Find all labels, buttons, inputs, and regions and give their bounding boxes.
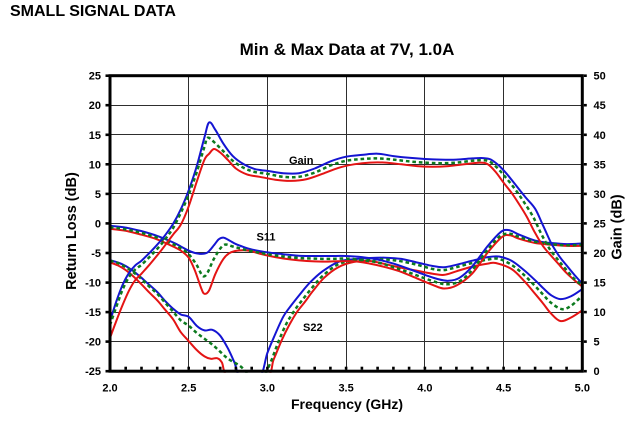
svg-text:45: 45 xyxy=(594,100,606,112)
svg-text:Gain (dB): Gain (dB) xyxy=(610,194,626,259)
svg-text:Gain: Gain xyxy=(289,155,314,167)
svg-text:5: 5 xyxy=(594,337,600,349)
svg-text:0: 0 xyxy=(95,218,101,230)
svg-text:10: 10 xyxy=(89,159,101,171)
svg-text:-20: -20 xyxy=(85,337,101,349)
svg-text:SMALL SIGNAL DATA: SMALL SIGNAL DATA xyxy=(10,3,176,20)
svg-text:3.0: 3.0 xyxy=(260,383,275,395)
svg-text:-10: -10 xyxy=(85,278,101,290)
svg-text:0: 0 xyxy=(594,366,600,378)
svg-text:4.0: 4.0 xyxy=(417,383,432,395)
svg-text:40: 40 xyxy=(594,130,606,142)
svg-text:3.5: 3.5 xyxy=(338,383,353,395)
svg-text:15: 15 xyxy=(594,278,606,290)
svg-text:35: 35 xyxy=(594,159,606,171)
svg-text:15: 15 xyxy=(89,130,101,142)
svg-text:25: 25 xyxy=(89,71,101,83)
svg-text:Frequency (GHz): Frequency (GHz) xyxy=(291,396,403,412)
svg-text:5.0: 5.0 xyxy=(575,383,590,395)
svg-text:5: 5 xyxy=(95,189,101,201)
svg-text:30: 30 xyxy=(594,189,606,201)
svg-text:Return Loss (dB): Return Loss (dB) xyxy=(64,172,80,290)
svg-text:2.0: 2.0 xyxy=(102,383,117,395)
svg-text:-15: -15 xyxy=(85,307,101,319)
svg-text:4.5: 4.5 xyxy=(496,383,511,395)
svg-text:25: 25 xyxy=(594,218,606,230)
svg-text:-5: -5 xyxy=(91,248,101,260)
svg-text:50: 50 xyxy=(594,71,606,83)
svg-text:S22: S22 xyxy=(303,322,323,334)
svg-text:Min & Max Data at 7V, 1.0A: Min & Max Data at 7V, 1.0A xyxy=(240,40,455,59)
svg-text:2.5: 2.5 xyxy=(181,383,196,395)
svg-text:20: 20 xyxy=(89,100,101,112)
svg-text:-25: -25 xyxy=(85,366,101,378)
svg-text:S11: S11 xyxy=(257,231,276,243)
svg-text:10: 10 xyxy=(594,307,606,319)
svg-text:20: 20 xyxy=(594,248,606,260)
